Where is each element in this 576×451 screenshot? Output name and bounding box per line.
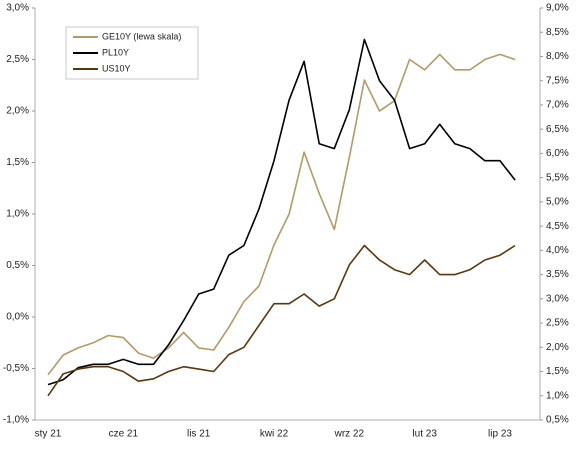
y-tick-label: 0,0% <box>6 312 29 323</box>
y2-tick-label: 2,0% <box>546 342 569 353</box>
y2-tick-label: 9,0% <box>546 3 569 14</box>
x-tick-label: lut 23 <box>412 429 437 440</box>
y-tick-label: 1,5% <box>6 157 29 168</box>
y2-tick-label: 2,5% <box>546 318 569 329</box>
y2-tick-label: 0,5% <box>546 415 569 426</box>
y-tick-label: 0,5% <box>6 260 29 271</box>
series-line <box>47 244 516 397</box>
y2-tick-label: 3,0% <box>546 293 569 304</box>
y2-tick-label: 5,0% <box>546 197 569 208</box>
y2-tick-label: 8,5% <box>546 27 569 38</box>
x-tick-label: sty 21 <box>35 429 62 440</box>
y-tick-label: 2,5% <box>6 54 29 65</box>
y-tick-label: -1,0% <box>3 415 29 426</box>
legend-label: GE10Y (lewa skala) <box>102 31 181 41</box>
y2-tick-label: 3,5% <box>546 269 569 280</box>
y-tick-label: 3,0% <box>6 3 29 14</box>
y2-tick-label: 4,0% <box>546 245 569 256</box>
y2-tick-label: 1,0% <box>546 390 569 401</box>
x-tick-label: wrz 22 <box>334 429 365 440</box>
y2-tick-label: 6,5% <box>546 124 569 135</box>
y-tick-label: -0,5% <box>3 363 29 374</box>
y-tick-label: 1,0% <box>6 209 29 220</box>
y2-tick-label: 5,5% <box>546 172 569 183</box>
legend: GE10Y (lewa skala) PL10Y US10Y <box>65 26 199 80</box>
series-line <box>47 53 516 376</box>
x-tick-label: cze 21 <box>109 429 139 440</box>
y2-tick-label: 8,0% <box>546 51 569 62</box>
legend-label: PL10Y <box>102 47 129 57</box>
y2-tick-label: 7,5% <box>546 75 569 86</box>
y2-tick-label: 4,5% <box>546 221 569 232</box>
y2-tick-label: 6,0% <box>546 148 569 159</box>
x-tick-label: lis 21 <box>187 429 211 440</box>
legend-label: US10Y <box>102 63 131 73</box>
x-tick-label: kwi 22 <box>260 429 289 440</box>
y2-tick-label: 1,5% <box>546 366 569 377</box>
y-tick-label: 2,0% <box>6 106 29 117</box>
series-line <box>47 38 516 386</box>
x-tick-label: lip 23 <box>488 429 512 440</box>
y2-tick-label: 7,0% <box>546 100 569 111</box>
